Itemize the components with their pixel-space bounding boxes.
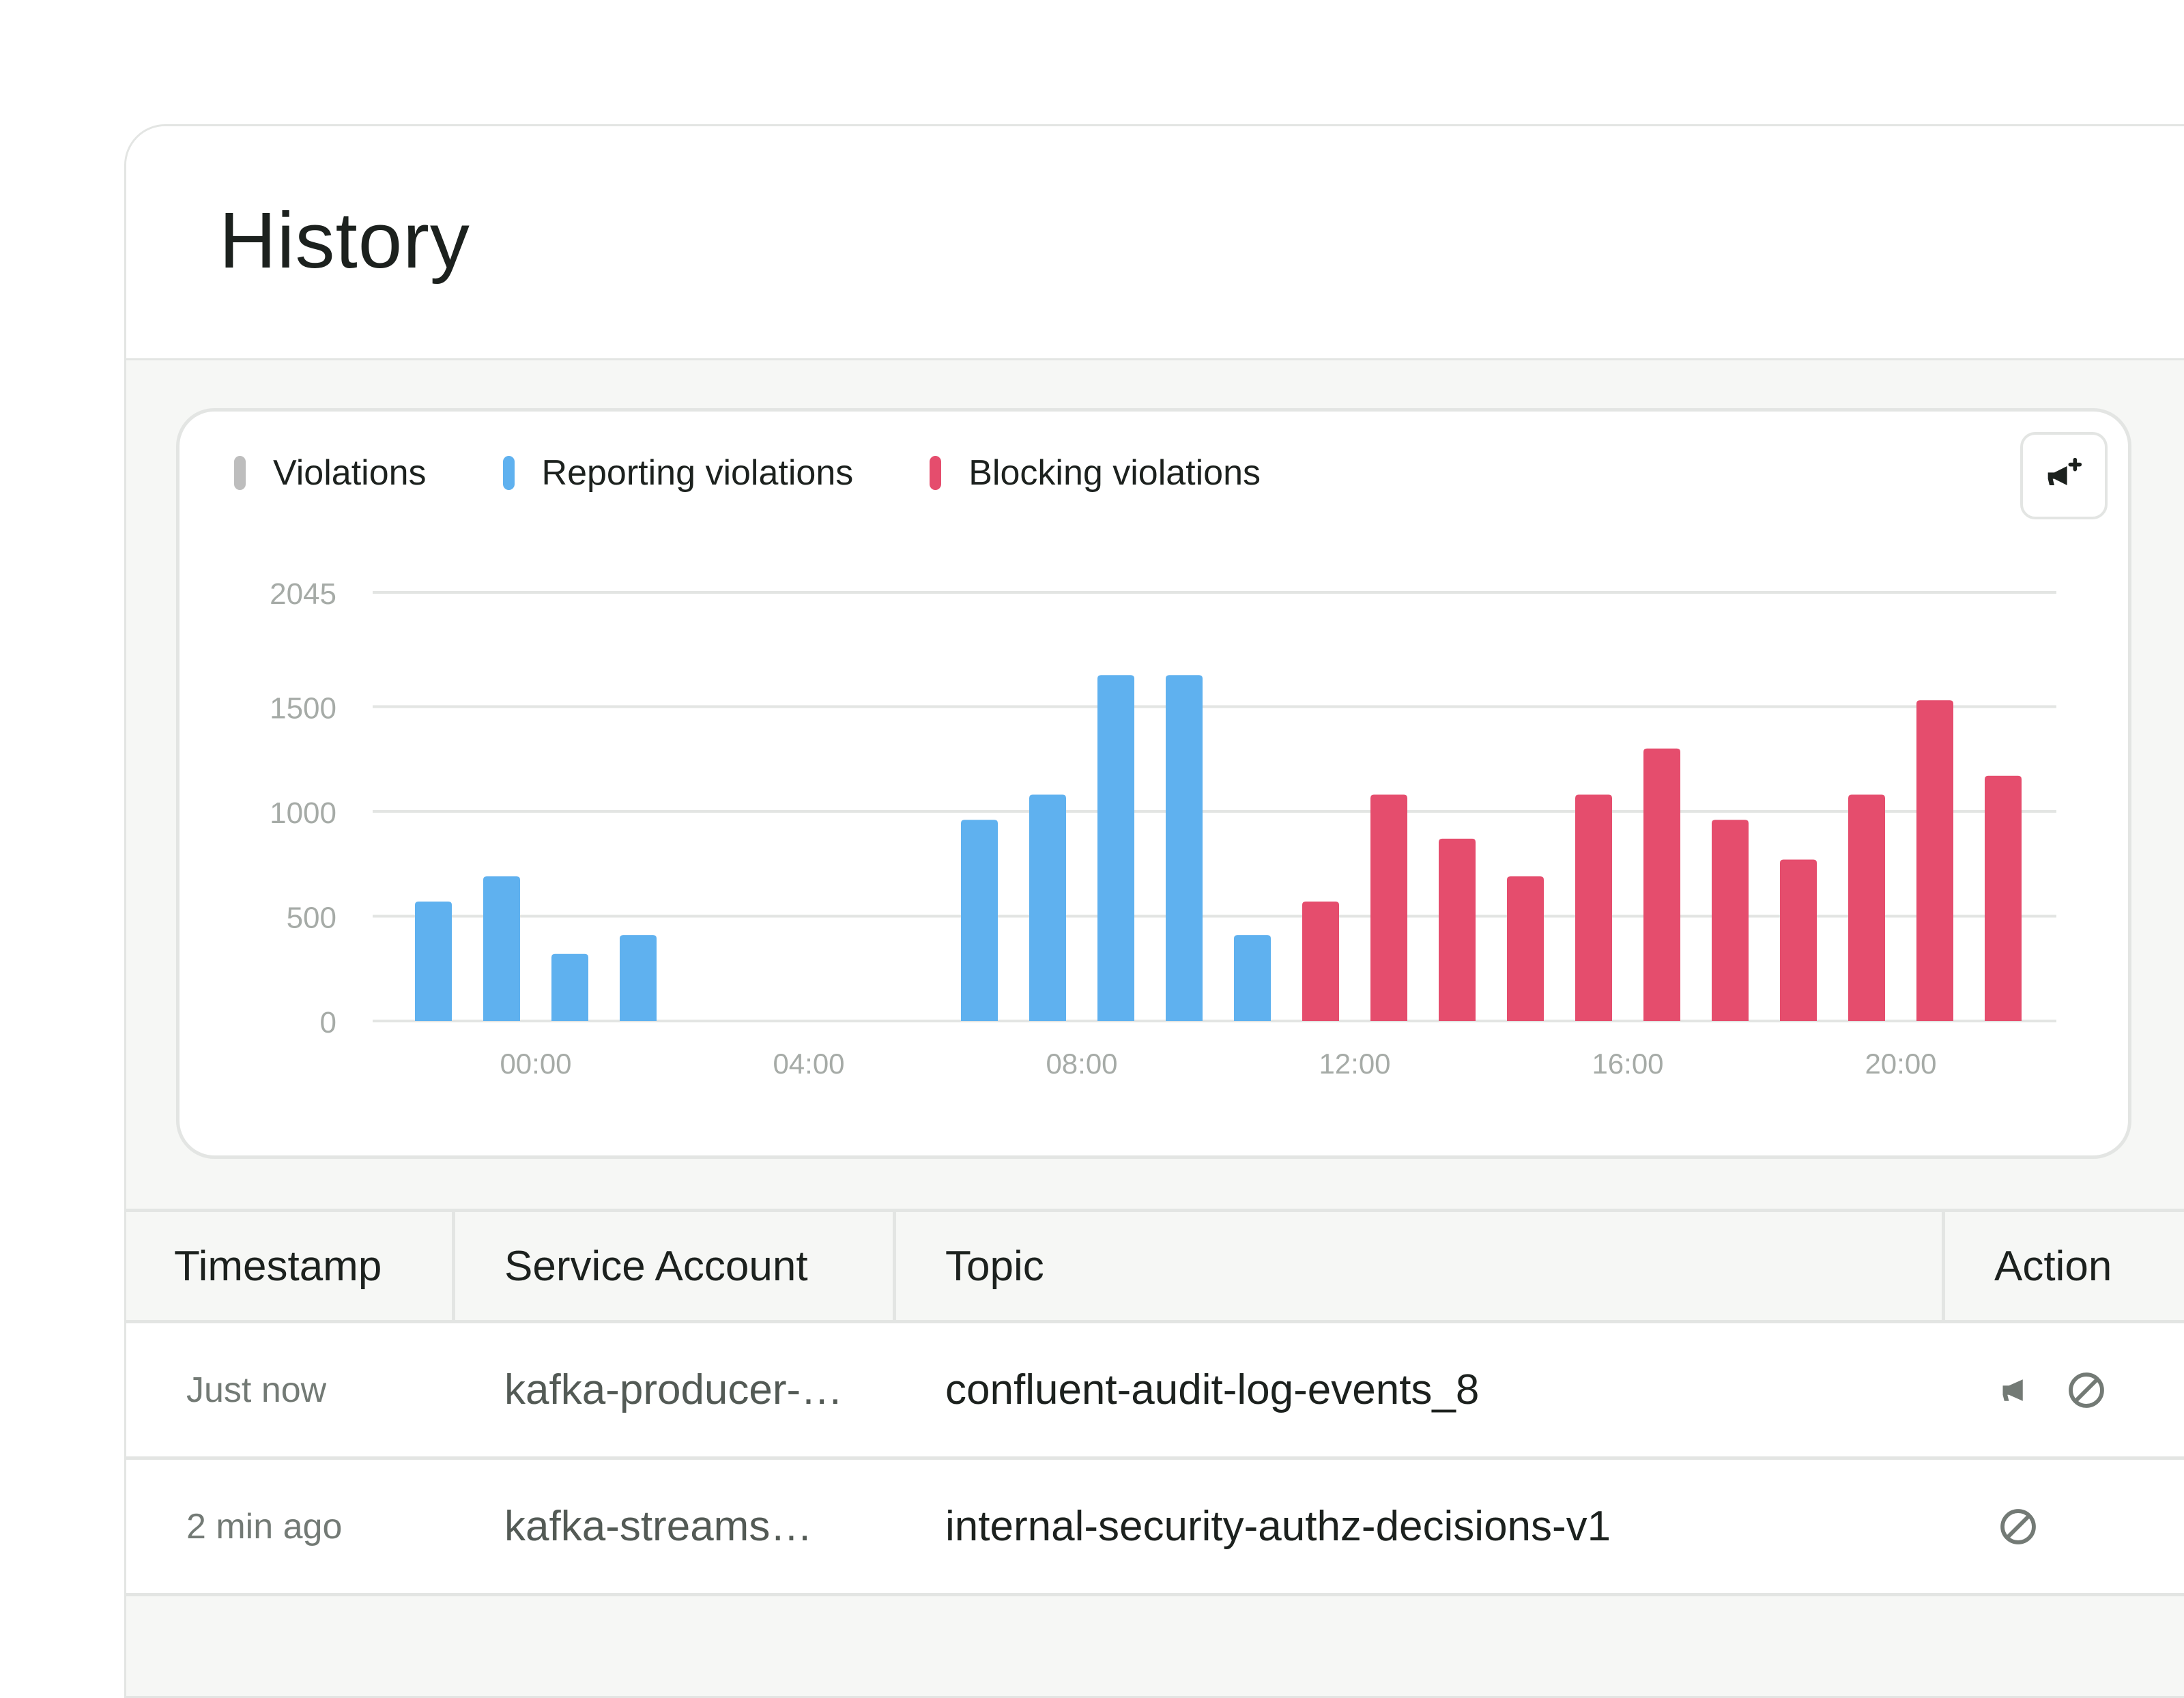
- chart-bar: [1985, 775, 2022, 1021]
- y-tick-label: 0: [320, 1006, 336, 1039]
- legend-item-violations[interactable]: Violations: [234, 452, 427, 493]
- chart-bar: [961, 820, 998, 1021]
- legend-swatch-violations: [234, 456, 246, 490]
- chart-bar: [1848, 794, 1885, 1021]
- chart-bar: [1166, 675, 1203, 1021]
- legend-item-reporting[interactable]: Reporting violations: [502, 452, 854, 493]
- header-topic[interactable]: Topic: [945, 1242, 1044, 1290]
- table-row[interactable]: 2 min ago kafka-streams… internal-securi…: [126, 1460, 2184, 1596]
- chart-bar: [1370, 794, 1407, 1021]
- legend-label: Violations: [273, 453, 427, 493]
- column-divider: [452, 1212, 455, 1320]
- chart-bar: [1302, 901, 1339, 1021]
- block-icon[interactable]: [1996, 1505, 2040, 1549]
- column-divider: [1942, 1212, 1945, 1320]
- y-tick-label: 1500: [270, 691, 336, 725]
- chart-bar: [620, 935, 657, 1021]
- chart-bar: [415, 901, 452, 1021]
- chart-panel: Violations Reporting violations Blocking…: [176, 408, 2131, 1159]
- chart-bar: [1916, 700, 1953, 1021]
- bar-chart: 2045 1500 1000 500 0 00:00 04:00 08:00 12:00 16:0…: [270, 577, 2056, 1080]
- block-icon[interactable]: [2065, 1368, 2108, 1412]
- chart-bar: [1780, 859, 1817, 1021]
- violations-table: Timestamp Service Account Topic Action J…: [126, 1209, 2184, 1696]
- row-timestamp: Just now: [186, 1370, 327, 1410]
- row-timestamp: 2 min ago: [186, 1506, 343, 1546]
- chart-bar: [1712, 820, 1749, 1021]
- legend-label: Blocking violations: [968, 453, 1261, 493]
- chart-bar: [1439, 838, 1476, 1021]
- column-divider: [893, 1212, 896, 1320]
- chart-bar: [1507, 876, 1544, 1021]
- row-actions: [1996, 1460, 2065, 1593]
- x-tick-label: 00:00: [500, 1048, 571, 1080]
- legend-swatch-reporting: [502, 456, 515, 490]
- chart-bar: [1575, 794, 1612, 1021]
- legend-item-blocking[interactable]: Blocking violations: [930, 452, 1261, 493]
- x-tick-label: 04:00: [773, 1048, 844, 1080]
- x-tick-label: 08:00: [1046, 1048, 1117, 1080]
- y-tick-label: 1000: [270, 796, 336, 830]
- legend-label: Reporting violations: [541, 453, 854, 493]
- x-tick-label: 20:00: [1865, 1048, 1936, 1080]
- page-title: History: [219, 196, 470, 285]
- chart-bar: [1643, 748, 1680, 1021]
- add-alert-button[interactable]: [2020, 432, 2108, 519]
- y-tick-label: 2045: [270, 577, 336, 611]
- megaphone-icon[interactable]: [1996, 1368, 2040, 1412]
- table-row[interactable]: Just now kafka-producer-… confluent-audi…: [126, 1323, 2184, 1460]
- megaphone-plus-icon: [2048, 457, 2082, 485]
- history-body: Violations Reporting violations Blocking…: [126, 360, 2184, 1696]
- y-tick-label: 500: [287, 901, 336, 934]
- header-timestamp[interactable]: Timestamp: [174, 1242, 382, 1290]
- legend-swatch-blocking: [930, 456, 942, 490]
- chart-bar: [1097, 675, 1134, 1021]
- history-card: History Violations Reporting violations …: [124, 124, 2184, 1698]
- chart-bar: [1234, 935, 1271, 1021]
- row-actions: [1996, 1323, 2133, 1456]
- chart-legend: Violations Reporting violations Blocking…: [234, 452, 1337, 493]
- row-topic: confluent-audit-log-events_8: [945, 1366, 1480, 1413]
- row-service-account: kafka-producer-…: [504, 1366, 844, 1413]
- chart-bar: [551, 953, 588, 1021]
- row-topic: internal-security-authz-decisions-v1: [945, 1503, 1611, 1550]
- table-header: Timestamp Service Account Topic Action: [126, 1212, 2184, 1323]
- x-tick-label: 12:00: [1319, 1048, 1390, 1080]
- chart-bar: [483, 876, 520, 1021]
- x-tick-label: 16:00: [1592, 1048, 1663, 1080]
- card-header: History: [126, 126, 2184, 360]
- header-service-account[interactable]: Service Account: [504, 1242, 808, 1290]
- header-action[interactable]: Action: [1994, 1242, 2112, 1290]
- row-service-account: kafka-streams…: [504, 1503, 813, 1550]
- chart-bar: [1029, 794, 1066, 1021]
